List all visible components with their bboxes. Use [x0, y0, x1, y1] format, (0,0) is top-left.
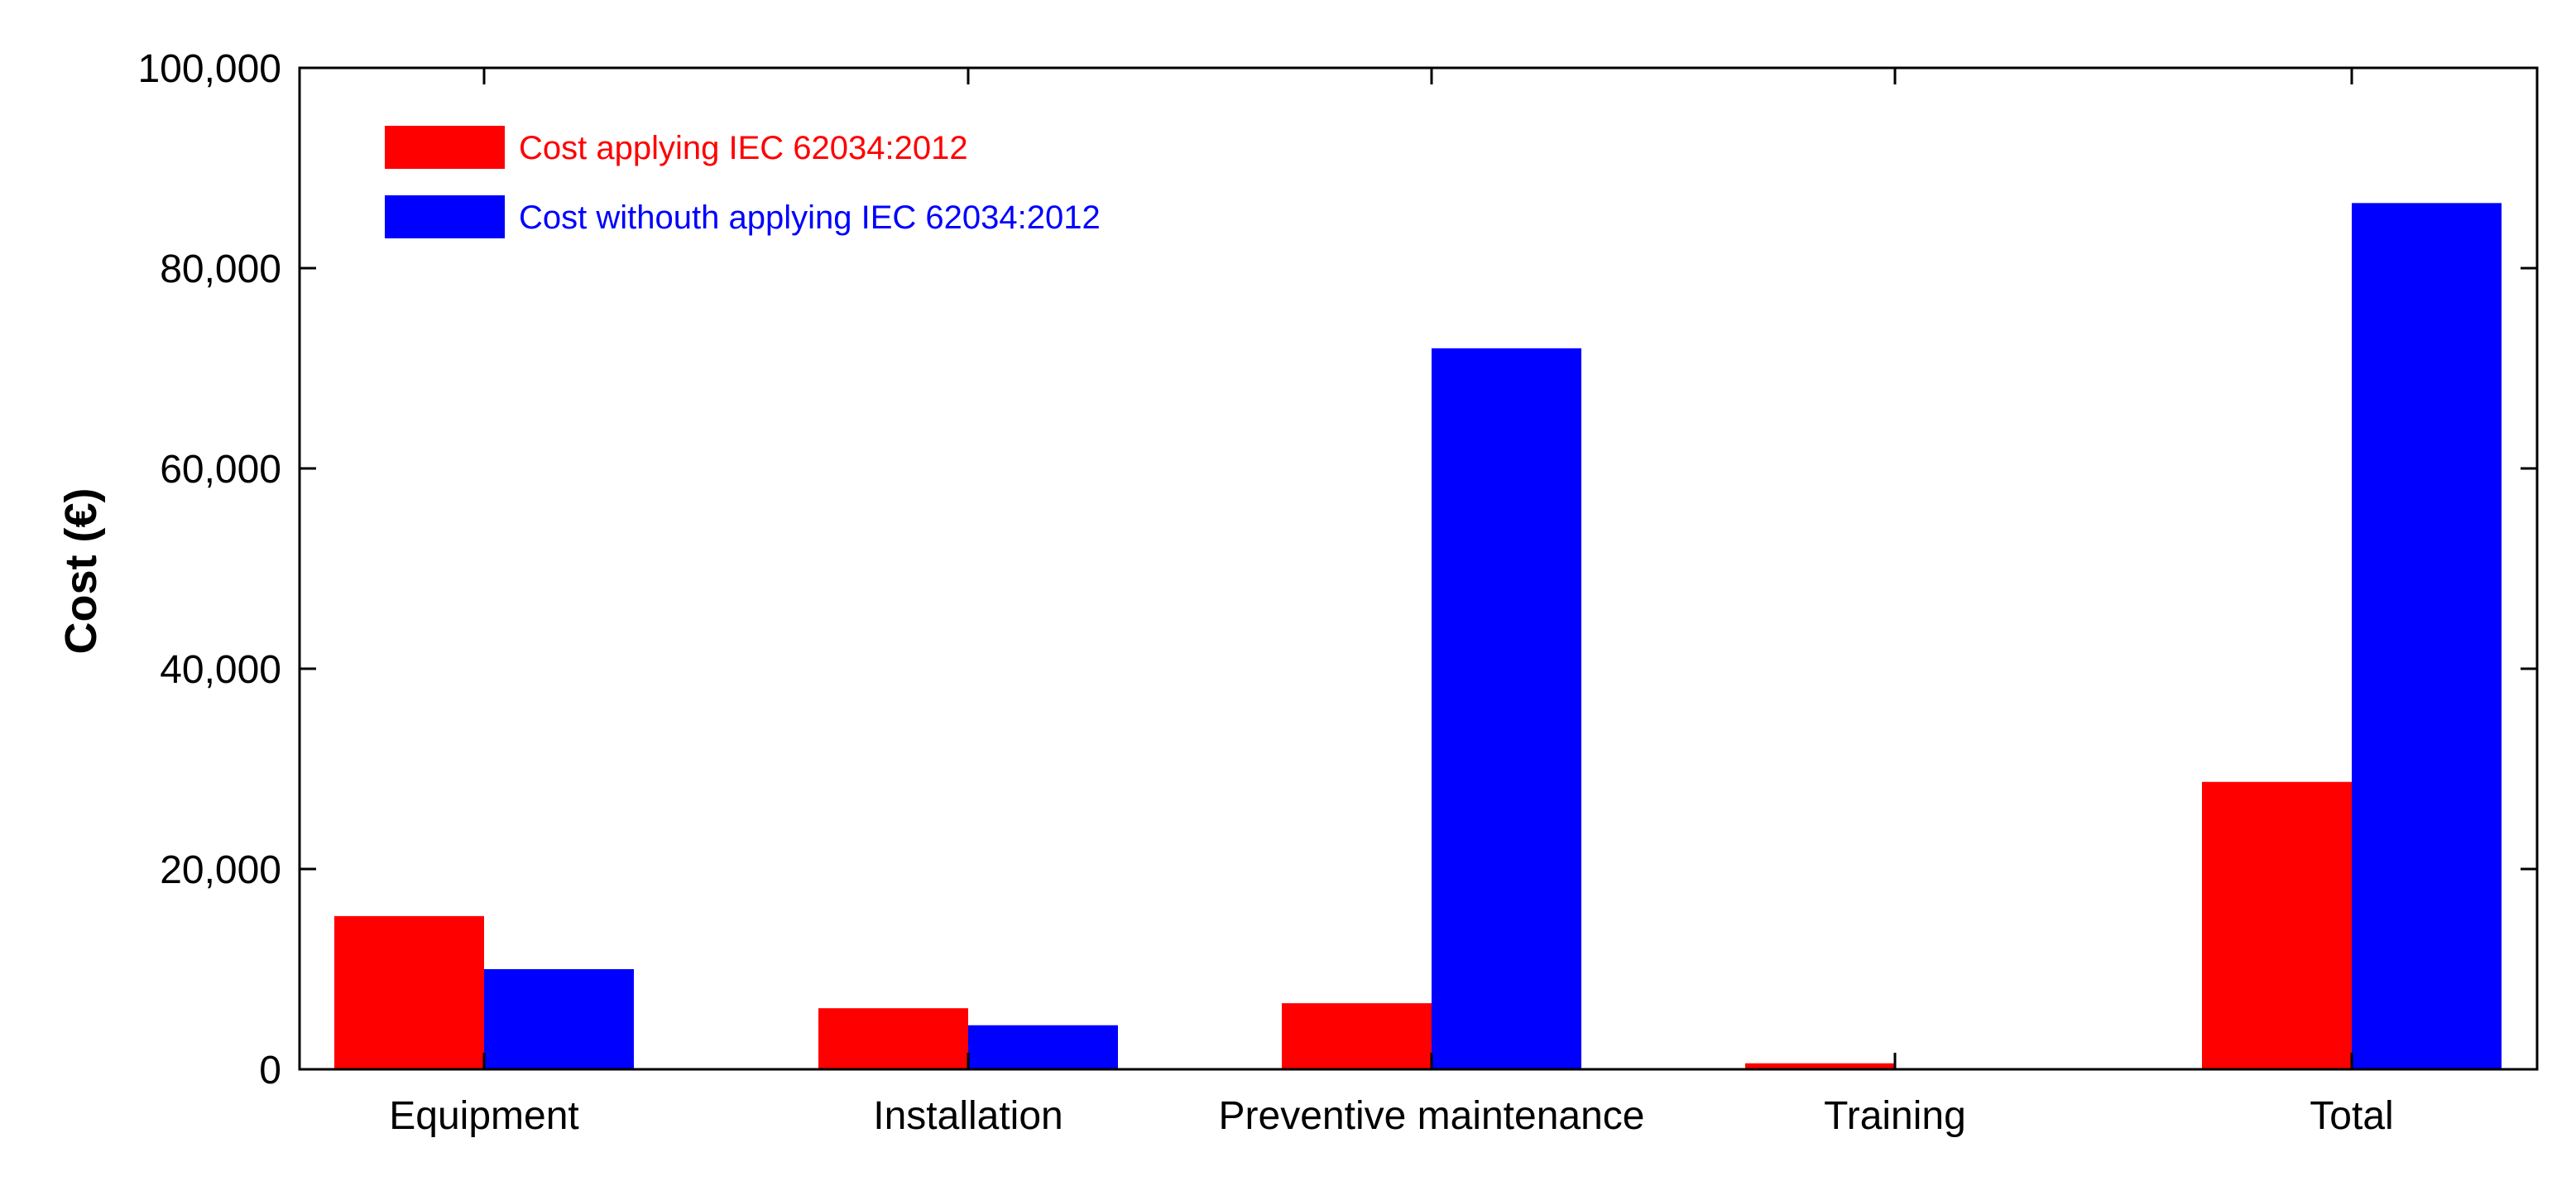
- bar-preventive-maintenance-series-1: [1282, 1003, 1432, 1069]
- x-tick-label: Total: [2310, 1094, 2393, 1138]
- y-tick-label: 40,000: [160, 648, 281, 692]
- bar-equipment-series-1: [334, 915, 484, 1069]
- bar-equipment-series-2: [484, 969, 634, 1069]
- legend-swatch-series-1: [385, 126, 505, 169]
- legend: Cost applying IEC 62034:2012 Cost without…: [385, 126, 1101, 238]
- legend-label-series-2: Cost withouth applying IEC 62034:2012: [519, 199, 1101, 236]
- bar-total-series-1: [2202, 781, 2352, 1069]
- bar-installation-series-2: [968, 1025, 1118, 1069]
- ticks-layer: 0 20,000 40,000 60,000 80,000 100,000 Equipmen…: [137, 47, 2537, 1138]
- legend-swatch-series-2: [385, 195, 505, 238]
- y-tick-label: 20,000: [160, 848, 281, 892]
- bar-preventive-maintenance-series-2: [1432, 348, 1581, 1069]
- x-tick-label: Preventive maintenance: [1219, 1094, 1645, 1138]
- plot-frame: [298, 66, 2539, 1071]
- y-tick-label: 60,000: [160, 448, 281, 492]
- y-tick-label: 0: [259, 1049, 281, 1092]
- x-tick-label: Installation: [873, 1094, 1063, 1138]
- y-tick-label: 100,000: [137, 47, 281, 91]
- x-tick-label: Equipment: [389, 1094, 578, 1138]
- bar-installation-series-1: [818, 1008, 968, 1069]
- bars-layer: [334, 203, 2502, 1070]
- y-tick-label: 80,000: [160, 247, 281, 291]
- y-axis-label: Cost (€): [56, 488, 106, 655]
- bar-training-series-1: [1745, 1063, 1895, 1069]
- x-tick-label: Training: [1824, 1094, 1966, 1138]
- legend-label-series-1: Cost applying IEC 62034:2012: [519, 130, 968, 166]
- bar-total-series-2: [2352, 203, 2502, 1070]
